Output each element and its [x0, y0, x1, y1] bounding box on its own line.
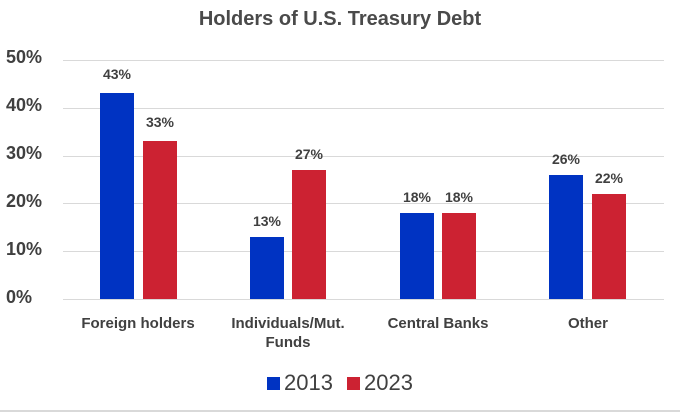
y-tick-40: 40%	[6, 95, 43, 115]
bottom-divider	[0, 410, 680, 412]
value-label: 43%	[102, 66, 132, 82]
legend-label-2023: 2023	[364, 370, 413, 395]
bar-2013-foreign-holders	[100, 93, 134, 299]
gridline-40	[63, 108, 664, 109]
category-label-foreign-holders: Foreign holders	[81, 315, 195, 332]
y-tick-0: 0%	[6, 287, 33, 307]
legend-swatch-2013	[267, 376, 281, 390]
y-tick-50: 50%	[6, 47, 43, 67]
value-label: 13%	[252, 213, 282, 229]
value-label: 33%	[145, 114, 175, 130]
legend: 2013 2023	[0, 370, 680, 396]
bar-2023-central-banks	[442, 213, 476, 299]
category-label-line2: Funds	[265, 334, 311, 351]
bar-2013-individuals	[250, 237, 284, 299]
category-label-line1: Individuals/Mut.	[231, 315, 345, 332]
y-tick-30: 30%	[6, 143, 43, 163]
value-label: 26%	[551, 151, 581, 167]
legend-swatch-2023	[347, 376, 360, 390]
x-axis-line	[63, 299, 664, 300]
bar-2023-foreign-holders	[143, 141, 177, 299]
value-label: 18%	[402, 189, 432, 205]
gridline-20	[63, 203, 664, 204]
gridline-10	[63, 251, 664, 252]
bar-2023-individuals	[292, 170, 326, 299]
category-label-central-banks: Central Banks	[387, 315, 489, 332]
value-label: 27%	[294, 146, 324, 162]
bar-2013-central-banks	[400, 213, 434, 299]
y-tick-20: 20%	[6, 191, 43, 211]
legend-label-2013: 2013	[284, 370, 333, 395]
value-label: 18%	[444, 189, 474, 205]
gridline-30	[63, 156, 664, 157]
legend-item-2023: 2023	[347, 370, 413, 396]
gridline-50	[63, 60, 664, 61]
legend-item-2013: 2013	[267, 370, 333, 396]
y-tick-10: 10%	[6, 239, 43, 259]
category-label-individuals: Individuals/Mut. Funds	[213, 314, 363, 352]
category-label-other: Other	[567, 315, 608, 332]
value-label: 22%	[594, 170, 624, 186]
bar-2013-other	[549, 175, 583, 299]
chart-title: Holders of U.S. Treasury Debt	[198, 8, 482, 30]
bar-2023-other	[592, 194, 626, 299]
